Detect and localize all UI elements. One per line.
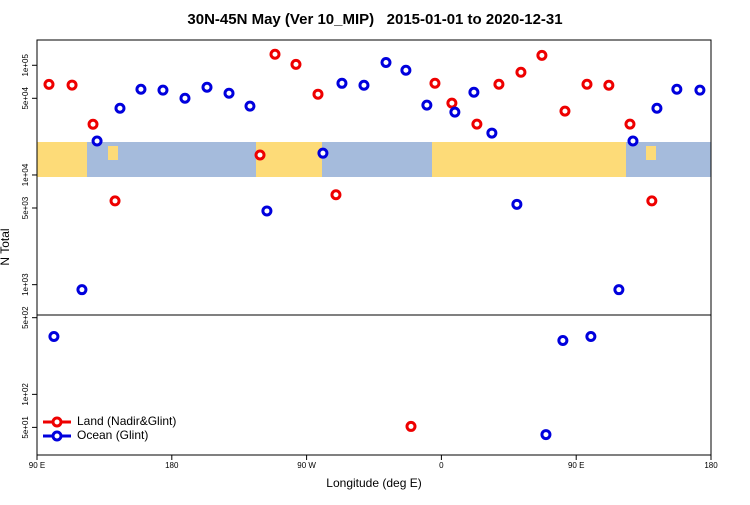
point <box>330 189 342 201</box>
point <box>312 88 324 100</box>
point <box>559 105 571 117</box>
point <box>290 58 302 70</box>
point <box>671 83 683 95</box>
plot-frame <box>36 39 712 456</box>
point <box>254 149 266 161</box>
point <box>446 97 458 109</box>
y-tick-label: 5e+02 <box>21 306 30 329</box>
point <box>336 77 348 89</box>
map-band <box>37 142 711 177</box>
point <box>269 48 281 60</box>
point <box>114 102 126 114</box>
point <box>405 420 417 432</box>
point <box>581 78 593 90</box>
point <box>261 205 273 217</box>
point <box>536 49 548 61</box>
point <box>358 79 370 91</box>
y-tick-label: 5e+04 <box>21 87 30 110</box>
point <box>48 330 60 342</box>
y-axis-label: N Total <box>0 228 12 265</box>
point <box>486 127 498 139</box>
x-axis-label: Longitude (deg E) <box>326 476 421 490</box>
point <box>43 78 55 90</box>
point <box>87 118 99 130</box>
point <box>627 135 639 147</box>
point <box>380 57 392 69</box>
y-tick-label: 5e+01 <box>21 416 30 439</box>
point <box>624 118 636 130</box>
point <box>471 118 483 130</box>
chart-title: 30N-45N May (Ver 10_MIP) 2015-01-01 to 2… <box>187 11 562 28</box>
point <box>449 106 461 118</box>
point <box>201 81 213 93</box>
point <box>540 429 552 441</box>
point <box>179 92 191 104</box>
point <box>66 79 78 91</box>
x-tick-label: 180 <box>165 461 179 470</box>
x-tick-label: 180 <box>704 461 718 470</box>
point <box>223 87 235 99</box>
legend-label: Ocean (Glint) <box>77 428 148 442</box>
point <box>317 147 329 159</box>
point <box>511 198 523 210</box>
y-tick-label: 1e+02 <box>21 383 30 406</box>
point <box>157 84 169 96</box>
point <box>468 86 480 98</box>
point <box>76 284 88 296</box>
point <box>694 84 706 96</box>
point <box>603 79 615 91</box>
legend-marker <box>51 430 63 442</box>
y-tick-label: 1e+05 <box>21 53 30 76</box>
y-tick-label: 1e+03 <box>21 273 30 296</box>
point <box>646 195 658 207</box>
point <box>651 102 663 114</box>
point <box>135 83 147 95</box>
point <box>91 135 103 147</box>
x-tick-label: 90 E <box>568 461 584 470</box>
legend-label: Land (Nadir&Glint) <box>77 414 176 428</box>
point <box>244 100 256 112</box>
point <box>557 334 569 346</box>
point <box>109 195 121 207</box>
y-tick-label: 1e+04 <box>21 163 30 186</box>
x-tick-label: 90 W <box>297 461 316 470</box>
legend-marker <box>51 416 63 428</box>
point <box>613 284 625 296</box>
point <box>421 99 433 111</box>
x-tick-label: 0 <box>439 461 444 470</box>
y-tick-label: 5e+03 <box>21 196 30 219</box>
point <box>515 66 527 78</box>
point <box>400 64 412 76</box>
point <box>585 330 597 342</box>
x-tick-label: 90 E <box>29 461 45 470</box>
point <box>493 78 505 90</box>
point <box>429 77 441 89</box>
